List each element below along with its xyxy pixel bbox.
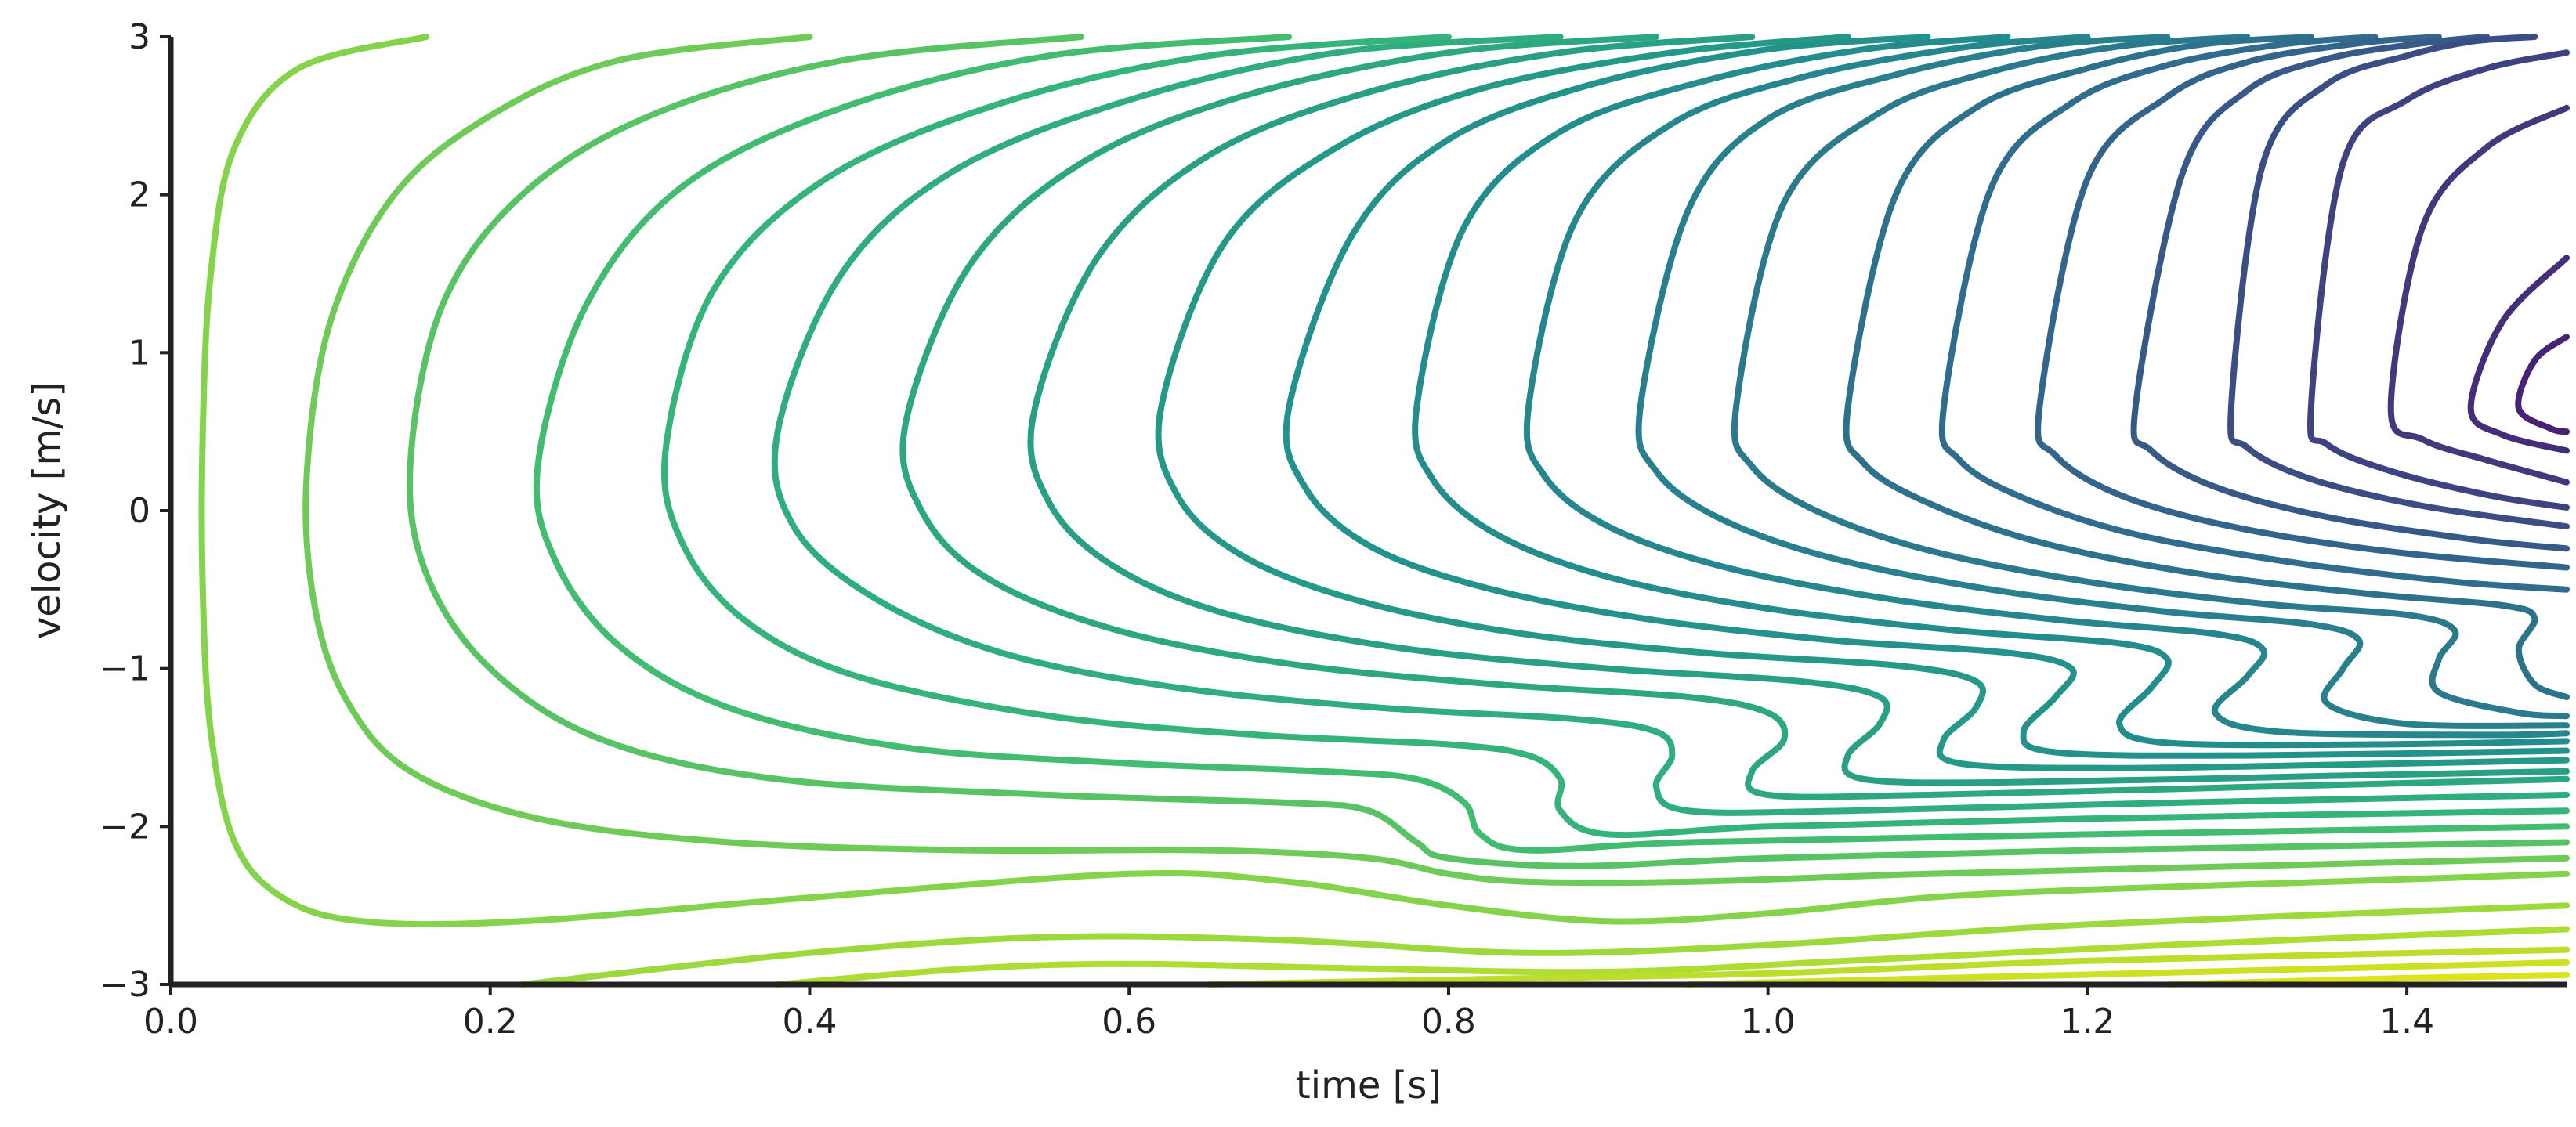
contour-line <box>899 34 2570 800</box>
contour-line <box>302 34 2570 887</box>
y-tick-label: 2 <box>128 175 150 215</box>
contour-line <box>660 34 2570 839</box>
contour-line <box>1635 34 2570 729</box>
y-axis-label: velocity [m/s] <box>25 382 69 639</box>
contour-line <box>2130 34 2570 552</box>
contour-line <box>1843 34 2570 700</box>
contour-line <box>1684 959 2570 988</box>
x-tick-label: 1.4 <box>2379 1002 2434 1042</box>
y-ticks: −3 −2 −1 0 1 2 3 <box>99 17 171 1005</box>
contour-line <box>406 34 2570 869</box>
contour-line <box>1206 946 2570 988</box>
contour-lines <box>198 34 2570 988</box>
x-tick-label: 0.0 <box>143 1002 198 1042</box>
contour-line <box>2306 49 2570 511</box>
contour-line <box>2227 34 2570 530</box>
contour-line <box>1283 34 2570 759</box>
contour-line <box>519 902 2570 988</box>
contour-line <box>774 926 2570 988</box>
y-tick-label: 3 <box>128 17 150 57</box>
contour-line <box>2387 104 2570 486</box>
y-tick-label: −3 <box>99 965 150 1005</box>
contour-line <box>1412 34 2570 749</box>
contour-line <box>771 34 2570 816</box>
contour-line <box>2515 334 2570 435</box>
x-tick-label: 1.2 <box>2060 1002 2115 1042</box>
contour-line <box>1155 34 2570 771</box>
x-tick-label: 0.4 <box>782 1002 837 1042</box>
contour-line <box>1938 34 2570 593</box>
contour-line <box>1027 34 2570 786</box>
x-tick-label: 1.0 <box>1741 1002 1796 1042</box>
x-tick-label: 0.6 <box>1102 1002 1156 1042</box>
contour-line <box>1523 34 2570 739</box>
contour-line <box>198 34 2570 928</box>
x-ticks: 0.0 0.2 0.4 0.6 0.8 1.0 1.2 1.4 <box>143 984 2434 1042</box>
y-tick-label: 0 <box>128 491 150 531</box>
y-tick-label: 1 <box>128 333 150 373</box>
contour-line <box>2035 34 2570 571</box>
contour-line <box>533 34 2570 854</box>
x-tick-label: 0.8 <box>1421 1002 1476 1042</box>
x-tick-label: 0.2 <box>463 1002 518 1042</box>
y-tick-label: −2 <box>99 807 150 847</box>
y-tick-label: −1 <box>99 649 150 689</box>
x-axis-label: time [s] <box>1296 1064 1442 1107</box>
contour-line <box>1731 34 2570 720</box>
contour-line <box>2467 255 2570 454</box>
